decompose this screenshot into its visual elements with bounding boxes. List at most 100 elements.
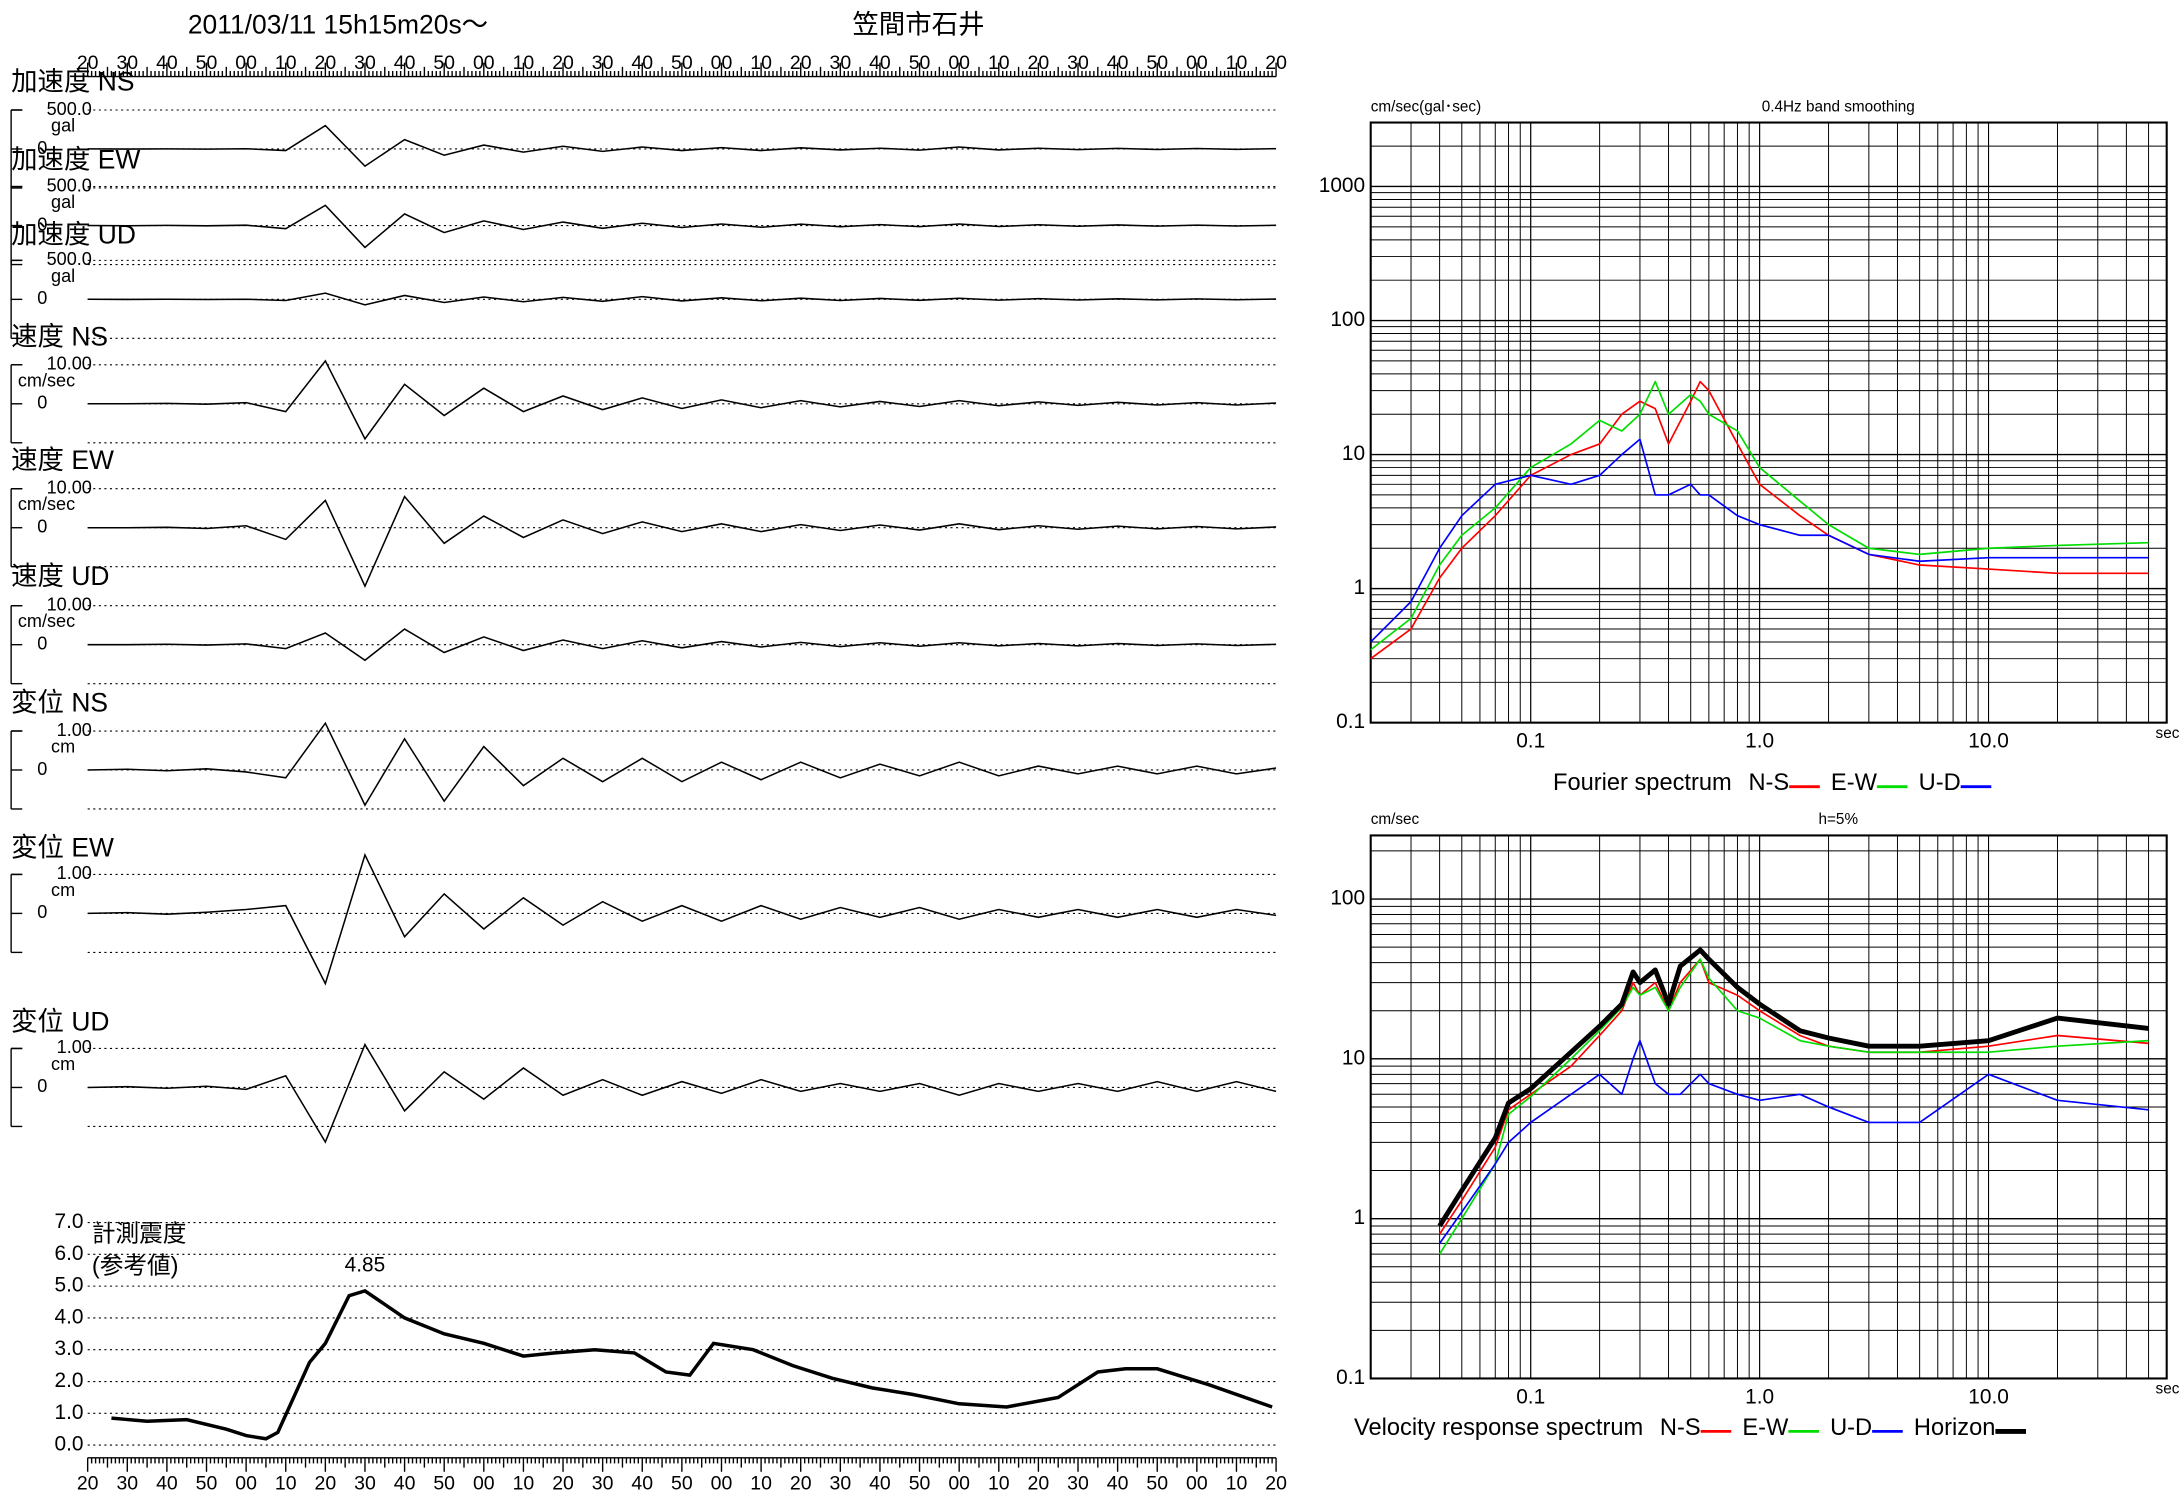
panel-tick-label: 0 [37,516,47,536]
panel-label: 変位 EW [11,832,114,862]
legend-label: N-S [1660,1415,1701,1441]
y-unit: cm/sec [1371,811,1420,828]
time-tick-label: 20 [1028,1472,1050,1494]
waveform [87,1042,1277,1144]
y-tick-label: 10 [1342,442,1365,465]
time-tick-label: 40 [869,52,891,74]
legend-label: E-W [1742,1415,1789,1441]
spectrum-line [1438,1039,2149,1244]
time-tick-label: 50 [433,1472,455,1494]
panel-label: 速度 NS [11,321,108,351]
y-tick-label: 2.0 [55,1369,84,1392]
time-tick-label: 20 [315,1472,337,1494]
panel-tick-label: 1.00 [57,863,92,883]
y-tick-label: 0.0 [55,1433,84,1456]
time-tick-label: 40 [394,1472,416,1494]
time-tick-label: 50 [1146,1472,1168,1494]
time-tick-label: 30 [116,1472,138,1494]
time-tick-label: 30 [354,52,376,74]
time-tick-label: 20 [77,52,99,74]
y-tick-label: 0.1 [1336,1366,1365,1389]
time-tick-label: 30 [1067,52,1089,74]
panel-tick-label: 0 [37,1076,47,1096]
y-tick-label: 6.0 [55,1242,84,1265]
x-tick-label: 0.1 [1516,1385,1545,1408]
panel-label: 速度 EW [11,445,114,475]
panel-unit: gal [51,115,75,135]
y-tick-label: 1 [1354,1206,1366,1229]
panel-unit: cm [51,736,75,756]
panel-tick-label: 1.00 [57,1037,92,1057]
time-tick-label: 10 [988,52,1010,74]
time-tick-label: 50 [196,52,218,74]
station-title: 笠間市石井 [852,9,984,39]
y-tick-label: 1.0 [55,1401,84,1424]
time-tick-label: 10 [750,1472,772,1494]
panel-label: 変位 NS [11,688,108,718]
time-tick-label: 50 [671,1472,693,1494]
y-unit: cm/sec(gal･sec) [1371,98,1481,115]
time-tick-label: 00 [711,1472,733,1494]
panel-tick-label: 500.0 [47,249,92,269]
plot-frame [1369,834,2168,1380]
panel-label: 加速度 UD [11,220,136,250]
panel-unit: cm [51,880,75,900]
time-tick-label: 00 [235,1472,257,1494]
time-tick-label: 50 [671,52,693,74]
panel-tick-label: 0 [37,393,47,413]
spectrum-line [1370,380,2149,651]
waveform [87,204,1277,249]
panel-label: 加速度 NS [11,67,134,97]
time-tick-label: 30 [592,1472,614,1494]
time-tick-label: 00 [1186,1472,1208,1494]
time-tick-label: 20 [790,1472,812,1494]
x-unit: sec [2156,1381,2180,1398]
x-tick-label: 0.1 [1516,730,1545,753]
time-tick-label: 40 [631,52,653,74]
time-tick-label: 20 [552,1472,574,1494]
panel-label: 速度 UD [11,561,109,591]
time-tick-label: 10 [275,52,297,74]
y-tick-label: 10 [1342,1046,1365,1069]
time-tick-label: 10 [275,1472,297,1494]
legend-label: U-D [1830,1415,1872,1441]
waveform [87,359,1277,441]
panel-unit: cm/sec [18,370,75,390]
intensity-line [111,1288,1273,1441]
spectrum-line [1438,958,2149,1235]
panel-unit: cm [51,1054,75,1074]
y-tick-label: 0.1 [1336,710,1365,733]
time-tick-label: 30 [830,1472,852,1494]
spectrum-line [1437,947,2149,1228]
time-tick-label: 40 [869,1472,891,1494]
time-tick-label: 50 [909,52,931,74]
panel-unit: cm/sec [18,611,75,631]
time-tick-label: 50 [1146,52,1168,74]
x-tick-label: 1.0 [1745,730,1774,753]
legend-label: E-W [1831,770,1878,796]
time-tick-label: 50 [433,52,455,74]
time-tick-label: 00 [711,52,733,74]
panel-unit: gal [51,266,75,286]
panel-label: 変位 UD [11,1006,109,1036]
legend-label: Horizon [1914,1415,1995,1441]
waveform [87,628,1277,662]
legend-label: N-S [1748,770,1789,796]
panel-tick-label: 0 [37,288,47,308]
x-tick-label: 10.0 [1968,1385,2009,1408]
time-tick-label: 20 [552,52,574,74]
panel-tick-label: 500.0 [47,175,92,195]
time-tick-label: 40 [1107,52,1129,74]
panel-tick-label: 0 [37,633,47,653]
x-tick-label: 1.0 [1745,1385,1774,1408]
time-tick-label: 20 [790,52,812,74]
time-tick-label: 30 [116,52,138,74]
panel-tick-label: 0 [37,214,47,234]
time-tick-label: 40 [631,1472,653,1494]
time-tick-label: 20 [1028,52,1050,74]
time-tick-label: 00 [948,1472,970,1494]
time-tick-label: 50 [909,1472,931,1494]
y-tick-label: 7.0 [55,1210,84,1233]
chart-subtitle: (参考値) [92,1252,179,1279]
